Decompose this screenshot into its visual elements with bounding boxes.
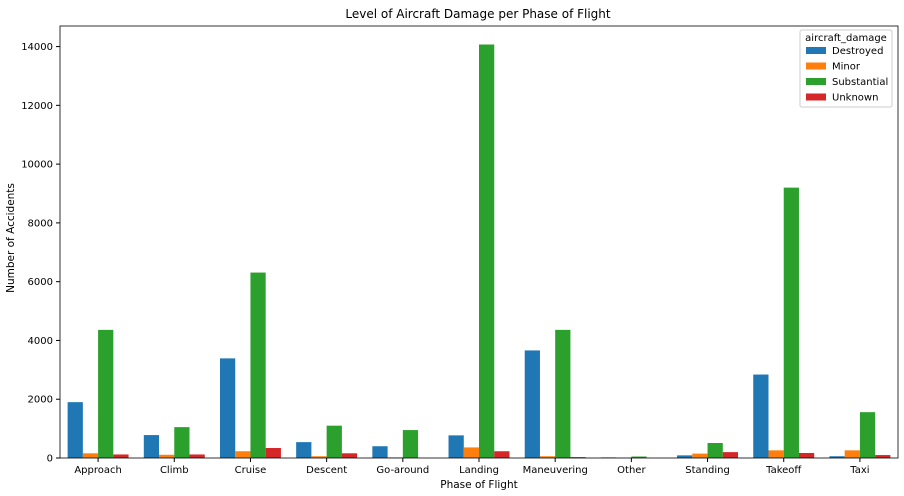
bar-cruise-unknown	[265, 448, 281, 458]
bar-cruise-substantial	[250, 272, 266, 458]
bar-landing-substantial	[479, 44, 495, 458]
legend-label-substantial: Substantial	[832, 77, 888, 88]
y-tick-label: 12000	[21, 101, 53, 112]
x-tick-label: Approach	[74, 465, 122, 476]
x-tick-label: Other	[617, 465, 646, 476]
legend: aircraft_damage Destroyed Minor Substantial…	[799, 29, 893, 108]
plot-area: Approach Climb Cruise Descent Go-around Landi…	[21, 25, 899, 476]
bar-descent-substantial	[326, 425, 342, 458]
bar-taxi-destroyed	[829, 456, 845, 458]
legend-swatch-minor	[806, 62, 826, 70]
bar-climb-unknown	[189, 454, 205, 458]
x-tick-label: Maneuvering	[523, 465, 588, 476]
bar-go-around-destroyed	[372, 446, 388, 458]
bar-taxi-unknown	[875, 455, 891, 458]
x-tick-label: Landing	[459, 465, 499, 476]
legend-swatch-substantial	[806, 78, 826, 85]
bar-cruise-minor	[235, 451, 251, 458]
y-axis-title: Number of Accidents	[5, 183, 17, 293]
bar-go-around-substantial	[402, 430, 419, 458]
bar-descent-destroyed	[296, 442, 312, 458]
x-tick-label: Descent	[306, 465, 347, 476]
bar-approach-substantial	[98, 329, 114, 458]
y-tick-label: 6000	[28, 277, 53, 288]
bar-descent-minor	[311, 456, 327, 458]
legend-swatch-unknown	[806, 93, 826, 101]
bar-takeoff-unknown	[798, 453, 815, 458]
x-tick-label: Standing	[685, 465, 730, 476]
x-tick-label: Cruise	[235, 465, 267, 476]
bar-approach-destroyed	[67, 402, 83, 458]
legend-label-minor: Minor	[832, 62, 861, 73]
legend-swatch-destroyed	[806, 47, 826, 54]
bar-landing-destroyed	[448, 435, 464, 458]
bar-taxi-substantial	[859, 412, 876, 458]
legend-title: aircraft_damage	[805, 33, 887, 44]
y-tick-label: 4000	[28, 336, 53, 347]
bar-standing-minor	[692, 453, 708, 458]
legend-label-unknown: Unknown	[832, 93, 878, 104]
x-tick-label: Takeoff	[765, 465, 802, 476]
y-tick-label: 2000	[28, 395, 53, 406]
y-tick-label: 10000	[21, 160, 53, 171]
x-tick-label: Taxi	[849, 465, 869, 476]
x-tick-label: Go-around	[376, 465, 429, 476]
y-tick-label: 14000	[21, 42, 53, 53]
bar-landing-minor	[463, 447, 479, 458]
bar-standing-substantial	[707, 443, 723, 458]
bar-approach-unknown	[113, 454, 129, 458]
bar-standing-unknown	[722, 452, 739, 458]
bar-takeoff-substantial	[783, 187, 799, 458]
bar-other-substantial	[631, 456, 647, 458]
bar-cruise-destroyed	[219, 358, 236, 458]
bar-maneuvering-substantial	[555, 329, 571, 458]
y-tick-label: 8000	[28, 218, 53, 229]
bar-maneuvering-unknown	[570, 457, 586, 458]
x-axis-title: Phase of Flight	[440, 479, 517, 491]
x-tick-label: Climb	[160, 465, 189, 476]
chart-title: Level of Aircraft Damage per Phase of Fl…	[345, 7, 611, 21]
bar-maneuvering-minor	[539, 456, 556, 458]
legend-label-destroyed: Destroyed	[832, 46, 883, 57]
bar-takeoff-minor	[768, 450, 784, 458]
y-tick-label: 0	[47, 454, 53, 465]
bar-maneuvering-destroyed	[524, 350, 540, 458]
bar-landing-unknown	[494, 451, 510, 458]
bar-taxi-minor	[844, 450, 860, 458]
bar-standing-destroyed	[677, 455, 693, 458]
bar-approach-minor	[82, 453, 99, 458]
bar-climb-substantial	[174, 427, 190, 458]
bar-takeoff-destroyed	[753, 374, 769, 458]
plot-frame	[59, 25, 899, 459]
bar-descent-unknown	[341, 453, 358, 458]
bar-climb-minor	[159, 454, 175, 458]
bar-climb-destroyed	[143, 435, 160, 458]
